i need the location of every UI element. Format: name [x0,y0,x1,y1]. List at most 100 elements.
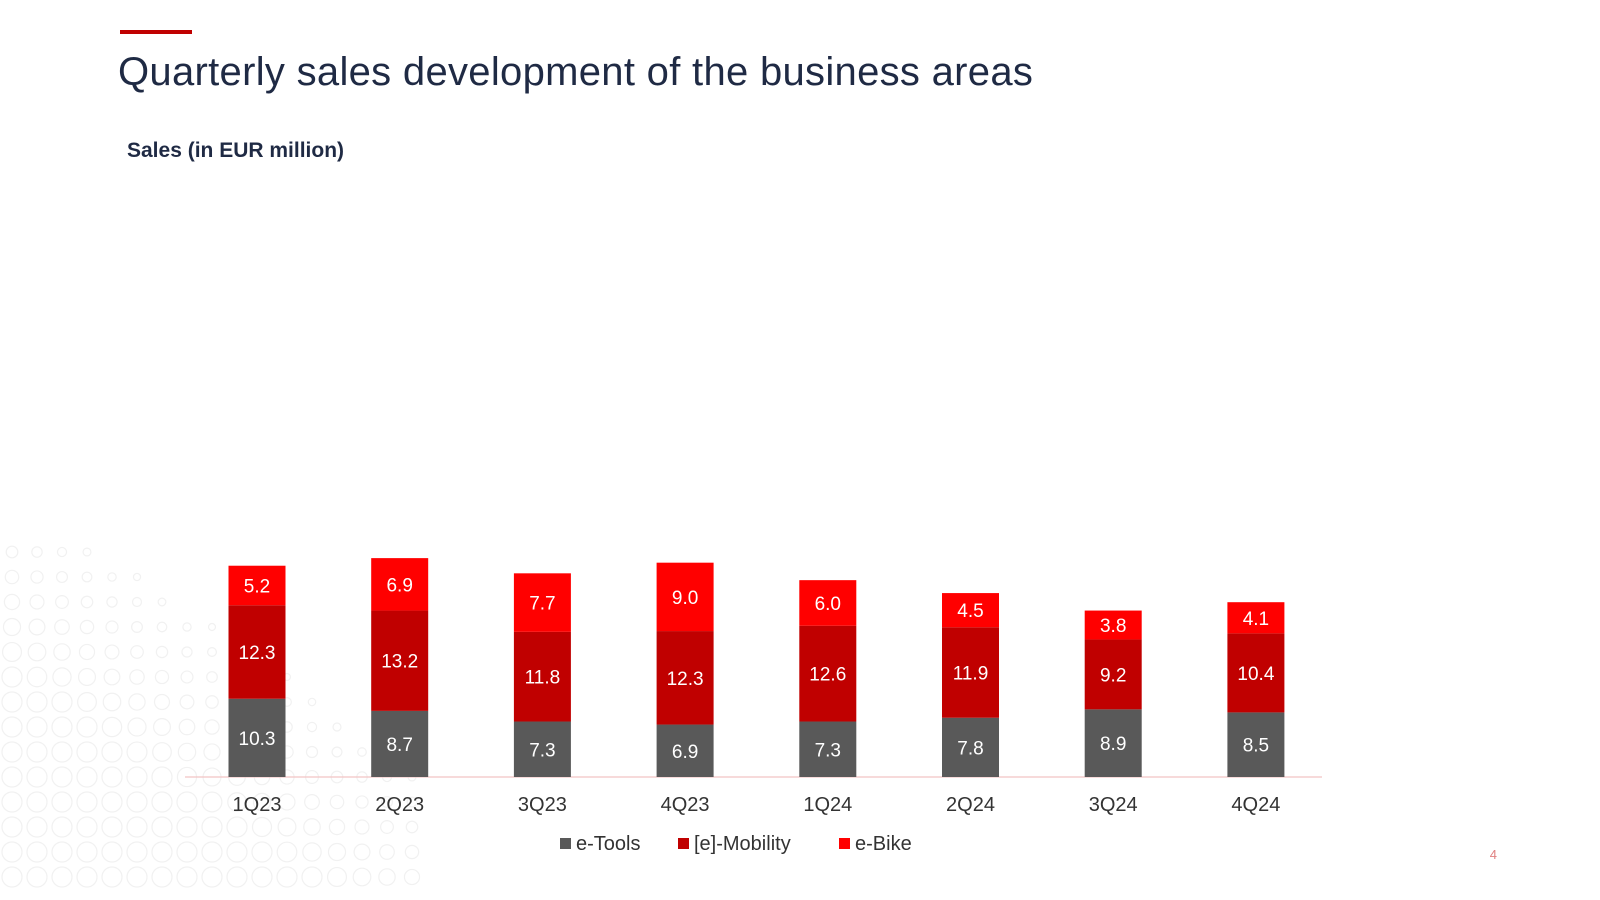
decorative-dot [126,841,148,863]
decorative-dot [1,816,23,838]
bar-segment-3q24-1 [1084,639,1142,710]
data-label: 12.3 [239,643,276,664]
decorative-dot [76,816,98,838]
data-label: 6.9 [672,742,698,763]
bar-segment-1q24-1 [799,625,857,722]
bar-segment-4q24-1 [1227,633,1285,713]
data-label: 5.2 [244,576,270,597]
decorative-dot [54,619,70,635]
decorative-dot [51,841,73,863]
decorative-dot [128,693,146,711]
decorative-dot [378,868,396,886]
data-label: 9.2 [1100,665,1126,686]
decorative-dot [1,641,23,663]
bar-segment-2q24-0 [942,717,999,777]
data-label: 10.3 [239,729,276,750]
decorative-dot [77,692,97,712]
decorative-dot [227,792,247,812]
decorative-dot [132,572,142,582]
decorative-dot [76,766,98,788]
decorative-dot [405,820,419,834]
bar-segment-3q23-1 [513,631,571,722]
decorative-dot [201,791,223,813]
decorative-dot [28,618,46,636]
decorative-dot [153,718,171,736]
decorative-dot [403,868,421,886]
decorative-dot [31,546,43,558]
page-title: Quarterly sales development of the busin… [118,50,1034,94]
decorative-dot [380,795,394,809]
decorative-dot [51,691,73,713]
decorative-dot [328,818,346,836]
decorative-dot [178,718,196,736]
decorative-dot [379,844,395,860]
decorative-dot [304,794,320,810]
decorative-dot [26,666,48,688]
decorative-dot [380,820,394,834]
decorative-dot [226,816,248,838]
decorative-dot [1,716,23,738]
decorative-dot [101,791,123,813]
decorative-dot [251,816,273,838]
decorative-dot [26,766,48,788]
decorative-dot [51,791,73,813]
data-label: 6.0 [815,594,841,615]
decorative-dot [79,619,95,635]
decorative-dot [53,643,71,661]
decorative-dot [251,841,273,863]
decorative-dot [81,571,93,583]
decorative-dot [2,617,22,637]
legend-label: e-Bike [855,833,912,855]
bar-segment-1q24-0 [799,721,857,777]
decorative-dot [352,867,372,887]
decorative-dot [52,667,72,687]
decorative-dot [26,866,48,888]
decorative-dot [206,671,218,683]
data-label: 13.2 [381,652,418,673]
bar-segment-2q24-2 [942,593,999,628]
decorative-dot [56,546,68,558]
decorative-dot [176,841,198,863]
decorative-dot [203,743,221,761]
decorative-dot [207,646,218,657]
decorative-dot [51,766,73,788]
decorative-dot [3,593,21,611]
decorative-dot [26,716,48,738]
decorative-dot [204,719,220,735]
x-tick-label: 2Q24 [946,794,995,816]
page-number: 4 [1489,847,1497,862]
decorative-dot [126,816,148,838]
decorative-dot [151,791,173,813]
data-label: 11.8 [525,668,561,689]
decorative-dot [151,866,173,888]
bar-segment-1q23-0 [228,698,286,777]
data-label: 12.6 [809,665,846,686]
data-label: 4.1 [1243,609,1269,630]
data-label: 4.5 [957,601,983,622]
decorative-dot [176,866,198,888]
decorative-dot [156,621,168,633]
bar-segment-2q23-0 [371,710,429,777]
data-label: 8.5 [1243,736,1269,757]
decorative-dot [181,646,193,658]
decorative-dot [201,816,223,838]
decorative-dot [106,596,118,608]
decorative-dot [332,722,342,732]
bar-segment-2q23-1 [371,610,429,711]
data-label: 7.3 [815,740,841,761]
bar-segment-3q23-0 [513,721,571,777]
decorative-dot [4,569,20,585]
decorative-dot [153,693,171,711]
x-tick-label: 3Q23 [518,794,567,816]
decorative-dot [226,841,248,863]
x-tick-label: 4Q23 [661,794,710,816]
decorative-dot [29,594,45,610]
chart-subtitle: Sales (in EUR million) [127,139,345,162]
data-label: 7.7 [529,594,555,615]
decorative-dot [1,741,23,763]
decorative-dot [131,621,143,633]
decorative-dot [78,643,96,661]
decorative-dot [207,622,217,632]
data-label: 8.9 [1100,734,1126,755]
decorative-dot [176,816,198,838]
